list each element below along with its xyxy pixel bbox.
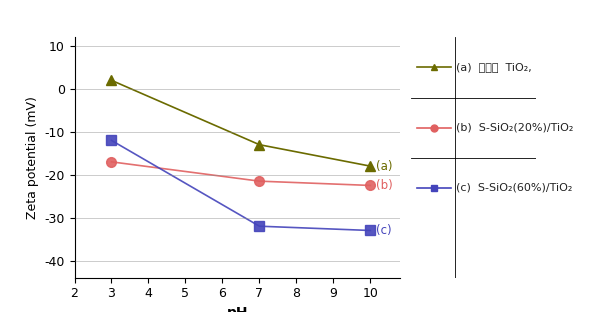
Text: (c): (c) [376,224,392,237]
X-axis label: pH: pH [226,306,248,312]
Text: (a): (a) [376,160,392,173]
Text: (b)  S-SiO₂(20%)/TiO₂: (b) S-SiO₂(20%)/TiO₂ [457,123,574,133]
Y-axis label: Zeta potential (mV): Zeta potential (mV) [26,96,39,219]
Text: (c)  S-SiO₂(60%)/TiO₂: (c) S-SiO₂(60%)/TiO₂ [457,183,573,193]
Text: (b): (b) [376,179,393,192]
Text: (a)  판상형  TiO₂,: (a) 판상형 TiO₂, [457,62,532,72]
